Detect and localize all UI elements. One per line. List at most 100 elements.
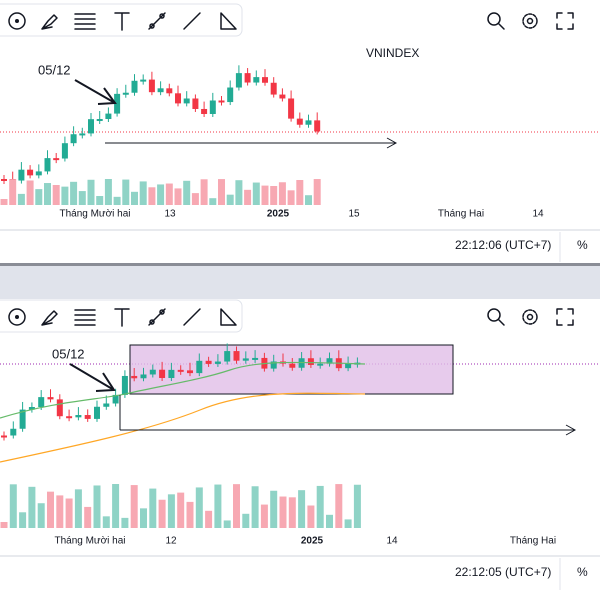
volume-bar <box>35 189 43 205</box>
candle <box>227 87 234 103</box>
tool-measure[interactable] <box>220 308 237 326</box>
volume-bar <box>260 504 268 528</box>
range-box <box>129 344 454 395</box>
candle <box>244 73 251 83</box>
percent[interactable]: % <box>577 238 588 252</box>
volume-bar <box>174 188 182 205</box>
candle <box>114 93 121 114</box>
tool-trend[interactable] <box>148 308 166 326</box>
volume-bar <box>353 484 361 528</box>
candle <box>56 399 63 417</box>
candle <box>61 143 68 159</box>
volume-bar <box>17 193 25 205</box>
candle <box>209 100 216 114</box>
tool-cursor-dot[interactable] <box>15 19 19 23</box>
candle <box>253 77 260 83</box>
volume-bar <box>287 190 295 205</box>
drawn-arrow <box>74 79 117 105</box>
volume-bar <box>37 503 45 528</box>
tool-fullscreen[interactable] <box>556 12 574 30</box>
candle <box>183 98 190 104</box>
candle <box>10 428 17 436</box>
volume-bar <box>113 196 121 205</box>
candle <box>157 88 164 93</box>
tool-cursor-dot[interactable] <box>15 315 19 319</box>
tool-settings-hub[interactable] <box>526 17 534 25</box>
x-axis-label: Tháng Hai <box>510 536 556 547</box>
volume-bar <box>226 194 234 205</box>
tool-path[interactable] <box>183 308 201 326</box>
tool-brush[interactable] <box>41 310 58 326</box>
tool-path[interactable] <box>183 12 201 30</box>
volume-bar <box>177 492 185 528</box>
tool-cursor[interactable] <box>8 308 26 326</box>
candle <box>270 82 277 95</box>
candle <box>27 169 34 176</box>
volume-bar <box>223 520 231 528</box>
candle <box>214 361 221 364</box>
candle <box>187 370 193 374</box>
tool-text[interactable] <box>114 308 130 327</box>
annotation: 05/12 <box>52 346 85 361</box>
panel-divider <box>0 263 600 266</box>
candle <box>279 94 286 99</box>
volume-bar <box>209 198 217 205</box>
volume-bar <box>288 497 296 528</box>
candle <box>326 358 333 364</box>
x-axis-label: 2025 <box>301 536 324 547</box>
tool-fullscreen[interactable] <box>556 308 574 326</box>
volume-bar <box>335 484 343 528</box>
candle <box>70 134 77 144</box>
percent[interactable]: % <box>577 565 588 579</box>
candle <box>44 158 51 172</box>
toolbar <box>0 299 243 333</box>
tool-brush[interactable] <box>41 14 58 30</box>
x-axis-label: 15 <box>348 209 360 220</box>
candle <box>148 79 155 93</box>
ma-line <box>0 361 366 419</box>
volume-bar <box>65 498 73 528</box>
volume-bar <box>307 505 315 528</box>
volume-bar <box>326 514 333 528</box>
volume-bar <box>19 512 27 528</box>
tool-zoom[interactable] <box>487 12 505 30</box>
candle <box>168 369 175 379</box>
volume-bar <box>313 179 321 205</box>
tool-lines[interactable] <box>74 13 96 30</box>
tool-settings-hub[interactable] <box>526 313 534 321</box>
tool-settings[interactable] <box>522 13 538 29</box>
tool-settings[interactable] <box>522 309 538 325</box>
candle <box>96 119 103 122</box>
candle <box>35 171 42 176</box>
candle <box>289 363 296 368</box>
candle <box>84 415 91 419</box>
volume-bar <box>28 486 36 528</box>
candle <box>18 169 25 181</box>
candle <box>205 360 212 364</box>
tool-zoom[interactable] <box>487 308 505 326</box>
candle <box>270 361 277 369</box>
candle <box>79 133 86 136</box>
tool-text[interactable] <box>114 12 130 31</box>
tool-trend[interactable] <box>148 12 166 30</box>
volume-bar <box>344 519 352 528</box>
x-axis-label: 12 <box>165 536 177 547</box>
tool-lines[interactable] <box>74 309 96 326</box>
volume-bar <box>235 180 243 205</box>
volume-bar <box>61 186 69 205</box>
volume-bar <box>9 179 17 205</box>
volume-bar <box>0 522 8 528</box>
arrow-head <box>386 137 398 149</box>
volume-bar <box>298 490 306 528</box>
candle <box>224 351 231 362</box>
candle <box>149 369 156 375</box>
volume-bar <box>186 501 194 528</box>
candle <box>252 357 259 360</box>
candle <box>1 435 7 438</box>
tool-measure[interactable] <box>220 12 237 30</box>
volume-bar <box>44 183 51 205</box>
volume-bar <box>112 484 120 528</box>
candle <box>105 113 112 120</box>
tool-cursor[interactable] <box>8 12 26 30</box>
candle <box>345 363 352 369</box>
